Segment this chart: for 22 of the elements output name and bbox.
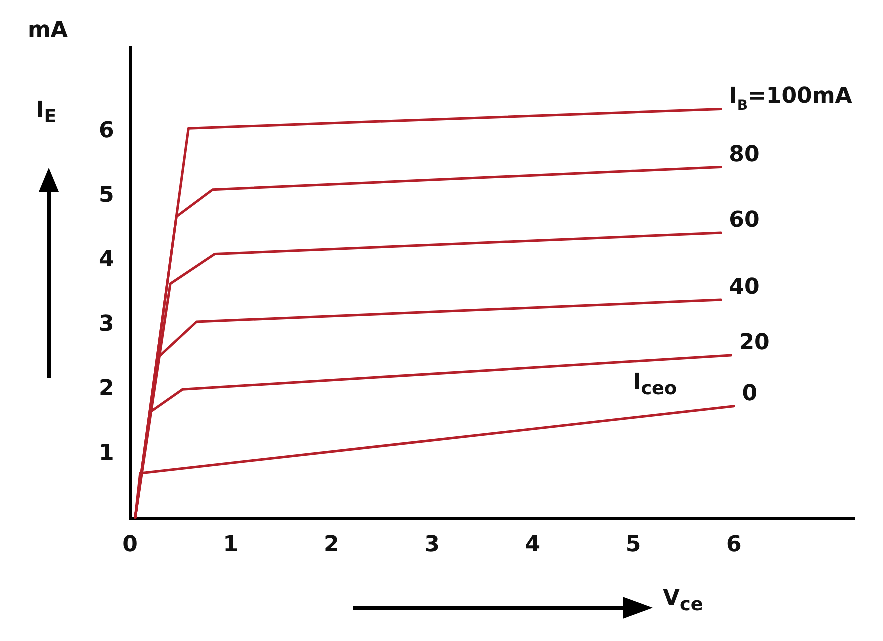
x-tick-label: 0 bbox=[122, 532, 138, 558]
x-tick-label: 6 bbox=[726, 532, 742, 558]
series-label: 80 bbox=[729, 142, 760, 168]
y-tick-label: 4 bbox=[98, 247, 114, 272]
x-tick-label: 2 bbox=[324, 532, 340, 558]
x-tick-label: 3 bbox=[424, 532, 440, 558]
series-label: 40 bbox=[729, 275, 760, 300]
y-tick-label: 1 bbox=[98, 440, 114, 466]
y-tick-label: 2 bbox=[98, 376, 114, 402]
x-tick-label: 4 bbox=[525, 532, 541, 558]
text: mA bbox=[28, 18, 68, 43]
series-label: 60 bbox=[729, 208, 760, 234]
y-tick-label: 6 bbox=[98, 118, 114, 144]
y-axis-title: I$_{E}$ bbox=[36, 98, 57, 128]
x-axis-title: V$_{ce}$ bbox=[663, 586, 704, 616]
y-tick-label: 5 bbox=[98, 182, 114, 208]
y-tick-label: 3 bbox=[98, 312, 114, 337]
x-tick-label: 1 bbox=[223, 532, 239, 558]
series-label: 20 bbox=[739, 330, 770, 356]
annotation: I$_{ceo}$ bbox=[633, 370, 678, 400]
series-label: 0 bbox=[742, 381, 758, 406]
x-tick-label: 5 bbox=[626, 532, 642, 558]
